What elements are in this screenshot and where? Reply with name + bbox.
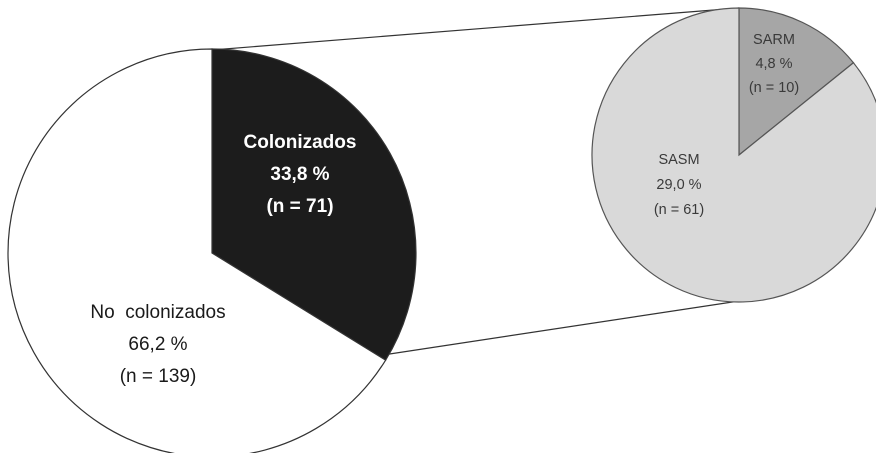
pie-slice-sarm (738, 7, 855, 157)
no-colonizados-label: No colonizados (90, 302, 225, 323)
sarm-n: (n = 10) (749, 80, 799, 96)
connector-line-bottom (382, 300, 740, 356)
main-pie (7, 48, 417, 453)
sasm-n: (n = 61) (654, 202, 704, 218)
no-colonizados-n: (n = 139) (120, 366, 197, 387)
sasm-label: SASM (658, 152, 699, 168)
connector-line-top (211, 7, 740, 51)
pie-slice-sasm (591, 7, 876, 303)
pie-slice-no-colonizados (7, 48, 387, 453)
sarm-label: SARM (753, 32, 795, 48)
colonizados-percent: 33,8 % (270, 164, 329, 185)
colonizados-n: (n = 71) (266, 196, 333, 217)
pie-slice-colonizados (211, 48, 417, 361)
sarm-percent: 4,8 % (755, 56, 792, 72)
no-colonizados-percent: 66,2 % (128, 334, 187, 355)
sasm-percent: 29,0 % (656, 177, 701, 193)
colonizados-label: Colonizados (244, 132, 357, 153)
breakdown-pie (591, 7, 876, 303)
